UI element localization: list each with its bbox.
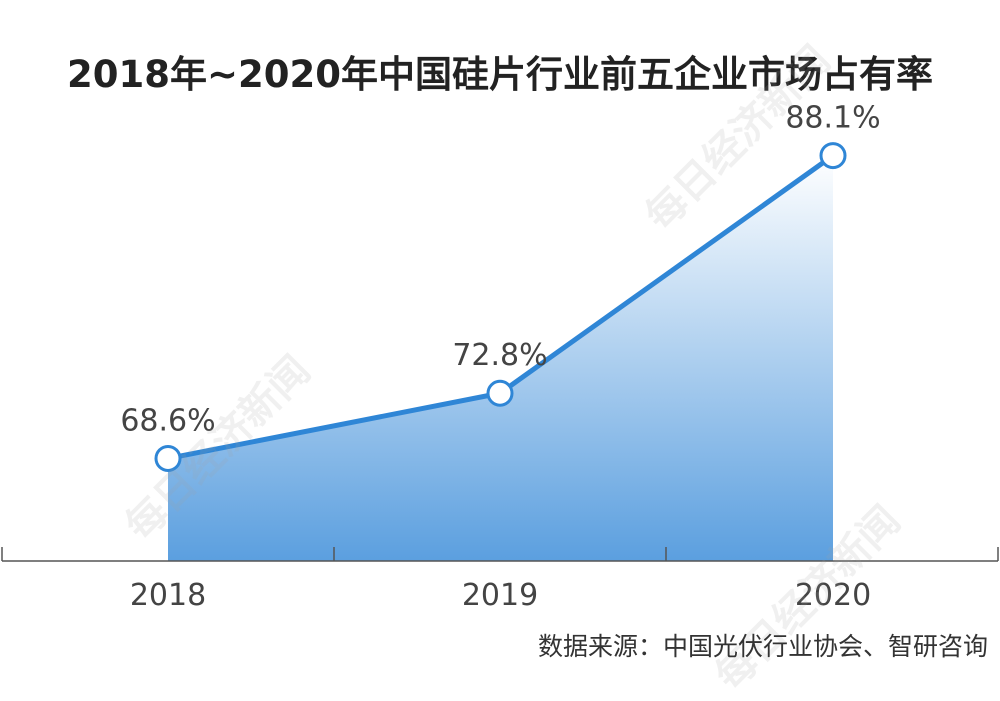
data-label: 68.6% (120, 403, 215, 438)
chart-title: 2018年~2020年中国硅片行业前五企业市场占有率 (67, 53, 933, 96)
chart-plot: 68.6% 72.8% 88.1% 2018 2019 2020 (1, 101, 999, 613)
x-tick-label: 2019 (462, 578, 538, 613)
x-tick-label: 2020 (795, 578, 871, 613)
data-point (819, 142, 847, 170)
source-note: 数据来源：中国光伏行业协会、智研咨询 (537, 632, 988, 661)
data-point (486, 379, 514, 407)
area-fill (168, 155, 833, 561)
data-point (154, 444, 182, 472)
data-label: 88.1% (785, 101, 880, 136)
x-tick-label: 2018 (130, 578, 206, 613)
data-label: 72.8% (452, 338, 547, 373)
